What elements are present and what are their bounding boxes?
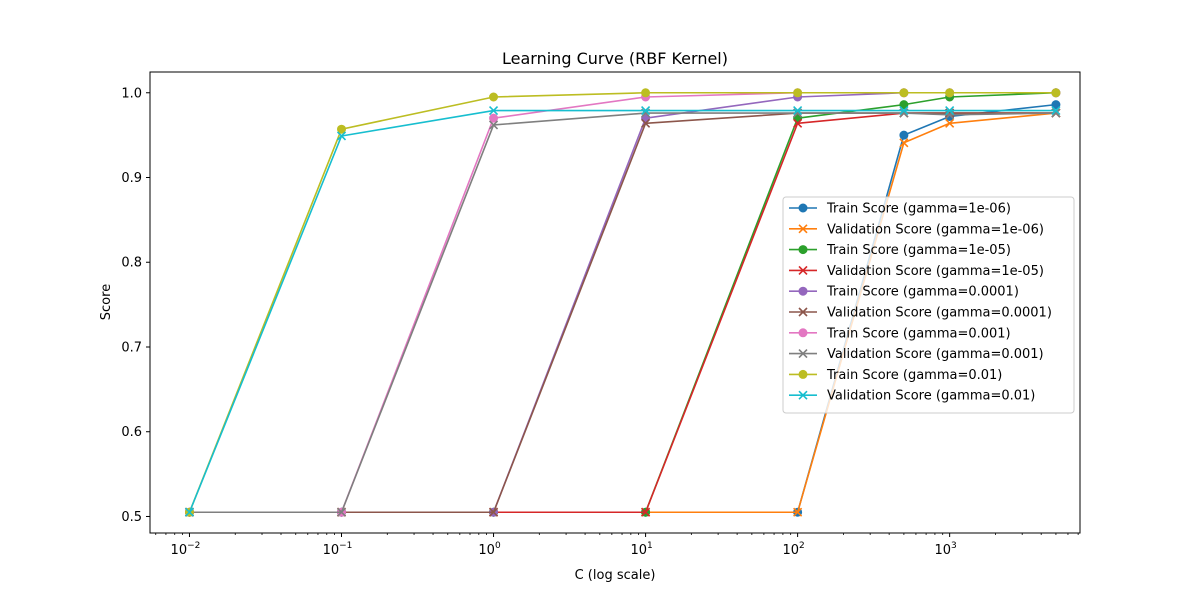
- legend-swatch-marker: [798, 265, 808, 275]
- data-point: [641, 507, 651, 517]
- data-point: [641, 118, 651, 128]
- data-point: [899, 105, 909, 116]
- x-axis-label: C (log scale): [575, 568, 656, 583]
- data-point: [1051, 105, 1061, 116]
- legend-swatch-marker: [798, 245, 808, 255]
- legend-label: Train Score (gamma=0.01): [826, 368, 1002, 383]
- data-point: [793, 105, 803, 116]
- legend-item-validation-score-gamma-0-001: Validation Score (gamma=0.001): [789, 347, 1044, 362]
- legend: Train Score (gamma=1e-06) Validation Scor…: [782, 196, 1075, 414]
- legend-label: Train Score (gamma=1e-05): [826, 243, 1011, 258]
- y-tick-label: 0.9: [121, 171, 142, 186]
- data-point: [336, 507, 347, 517]
- data-point: [488, 507, 499, 517]
- data-point: [945, 105, 955, 116]
- legend-box: [782, 196, 1075, 414]
- data-point: [899, 100, 909, 110]
- data-point: [641, 105, 651, 116]
- data-point: [793, 88, 803, 98]
- y-axis: 0.5 0.6 0.7 0.8 0.9 1.0: [121, 86, 150, 525]
- data-point: [641, 88, 651, 98]
- series-line: [189, 112, 1056, 514]
- legend-swatch-marker: [798, 286, 808, 296]
- legend-item-train-score-gamma-0-001: Train Score (gamma=0.001): [789, 326, 1011, 341]
- legend-swatch-marker: [798, 307, 808, 317]
- data-point: [1051, 100, 1061, 110]
- legend-item-validation-score-gamma-0-01: Validation Score (gamma=0.01): [789, 389, 1035, 404]
- y-tick-label: 0.8: [121, 256, 142, 271]
- legend-swatch-marker: [798, 369, 808, 379]
- legend-label: Validation Score (gamma=0.001): [827, 347, 1044, 362]
- data-point: [488, 120, 499, 130]
- legend-label: Validation Score (gamma=0.01): [827, 389, 1035, 404]
- legend-swatch-marker: [798, 390, 808, 400]
- legend-label: Validation Score (gamma=1e-06): [827, 222, 1044, 237]
- data-point: [899, 138, 909, 148]
- y-tick-label: 0.6: [121, 425, 142, 440]
- data-point: [945, 118, 955, 128]
- data-point: [337, 124, 347, 134]
- legend-swatch-marker: [798, 203, 808, 213]
- data-point: [488, 105, 499, 116]
- legend-label: Train Score (gamma=0.001): [826, 326, 1011, 341]
- legend-label: Train Score (gamma=1e-06): [826, 202, 1011, 217]
- legend-item-validation-score-gamma-0-0001: Validation Score (gamma=0.0001): [789, 306, 1052, 321]
- series-line: [189, 112, 1056, 514]
- data-point: [489, 113, 499, 123]
- series-line: [188, 91, 1056, 513]
- series-train-score-gamma-0-01: [184, 88, 1061, 517]
- series-validation-score-gamma-0-01: [184, 105, 1061, 517]
- data-point: [945, 88, 955, 98]
- data-point: [336, 131, 347, 141]
- legend-item-train-score-gamma-0-0001: Train Score (gamma=0.0001): [789, 285, 1019, 300]
- data-point: [489, 92, 499, 102]
- y-axis-label: Score: [99, 284, 114, 320]
- data-point: [899, 130, 909, 140]
- chart-title: Learning Curve (RBF Kernel): [502, 49, 728, 68]
- y-tick-label: 0.7: [121, 340, 142, 355]
- data-point: [793, 118, 803, 128]
- legend-swatch-marker: [798, 328, 808, 338]
- legend-item-validation-score-gamma-1e-05: Validation Score (gamma=1e-05): [789, 264, 1044, 279]
- data-point: [793, 507, 803, 517]
- legend-swatch-marker: [798, 224, 808, 234]
- legend-item-train-score-gamma-1e-05: Train Score (gamma=1e-05): [789, 243, 1011, 258]
- legend-item-train-score-gamma-0-01: Train Score (gamma=0.01): [789, 368, 1002, 383]
- y-tick-label: 0.5: [121, 510, 142, 525]
- data-point: [899, 88, 909, 98]
- legend-item-validation-score-gamma-1e-06: Validation Score (gamma=1e-06): [789, 222, 1044, 237]
- y-tick-label: 1.0: [121, 86, 142, 101]
- data-point: [184, 507, 195, 517]
- data-point: [1051, 88, 1061, 98]
- legend-label: Validation Score (gamma=0.0001): [827, 306, 1052, 321]
- plot-frame: [149, 71, 1081, 534]
- legend-label: Train Score (gamma=0.0001): [826, 285, 1019, 300]
- legend-label: Validation Score (gamma=1e-05): [827, 264, 1044, 279]
- legend-item-train-score-gamma-1e-06: Train Score (gamma=1e-06): [789, 202, 1011, 217]
- plot-area: [184, 88, 1061, 517]
- legend-swatch-marker: [798, 349, 808, 359]
- series-line: [188, 109, 1056, 513]
